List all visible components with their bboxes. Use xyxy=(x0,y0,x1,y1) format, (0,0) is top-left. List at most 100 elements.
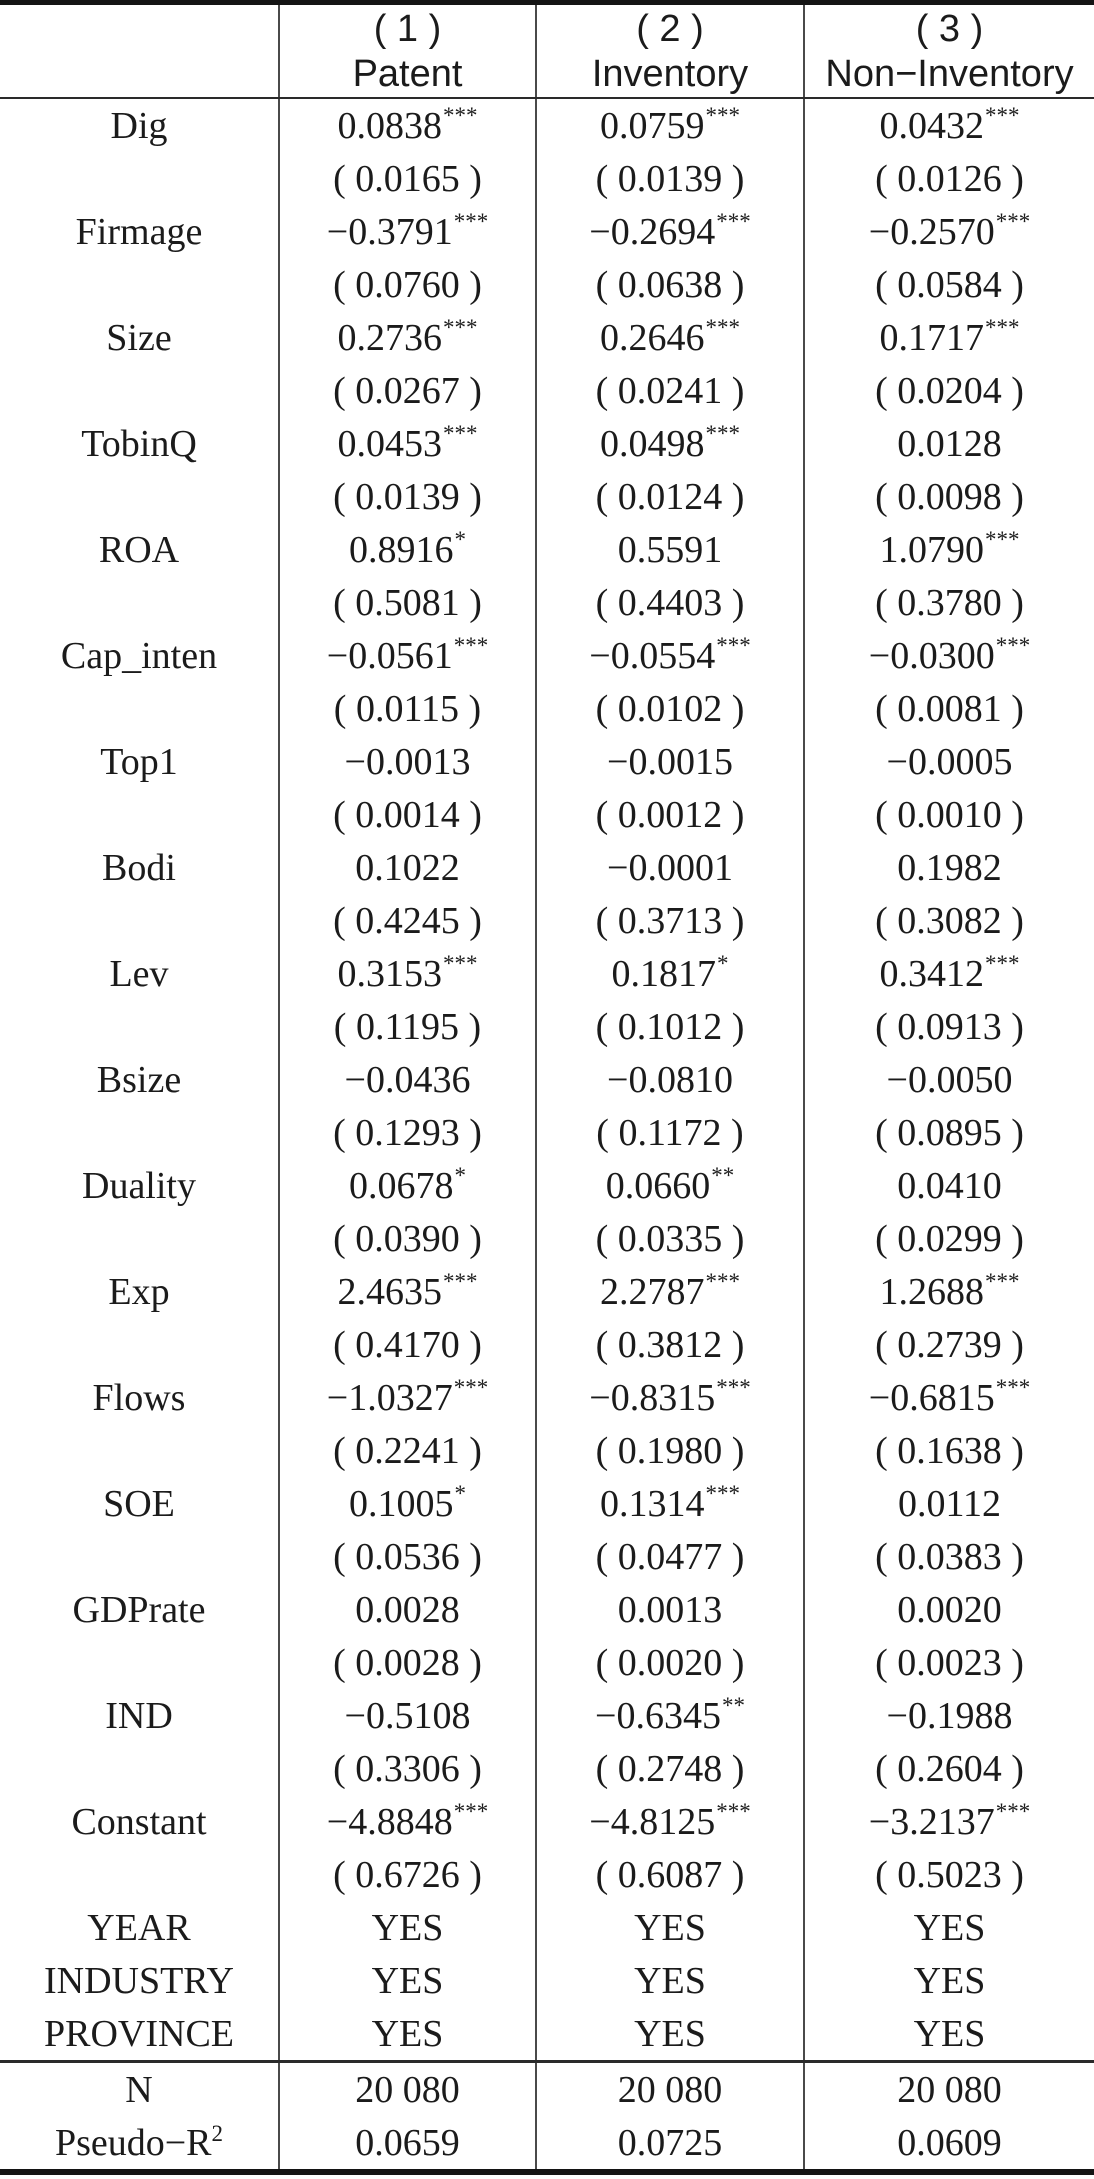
significance-stars: *** xyxy=(985,526,1020,552)
coefficient-cell: −0.0005 xyxy=(803,735,1094,788)
significance-stars: * xyxy=(454,526,467,552)
coefficient-row: Exp 2.4635*** 2.2787*** 1.2688*** xyxy=(0,1265,1094,1318)
standard-error-cell: ( 0.0913 ) xyxy=(803,1000,1094,1053)
statistic-cell: 20 080 xyxy=(278,2060,536,2116)
variable-label: Lev xyxy=(109,952,169,995)
standard-error-cell: ( 0.5023 ) xyxy=(803,1848,1094,1901)
coefficient-row: Firmage −0.3791*** −0.2694*** −0.2570*** xyxy=(0,205,1094,258)
coefficient-cell: 0.0013 xyxy=(535,1583,804,1636)
stub-header-cell xyxy=(0,2,279,99)
coefficient-cell: −0.0436 xyxy=(278,1053,536,1106)
significance-stars: *** xyxy=(716,632,751,658)
fixed-effect-label: YEAR xyxy=(87,1906,191,1949)
header-row: ( 1 ) Patent ( 2 ) Inventory ( 3 ) Non−I… xyxy=(0,2,1094,99)
statistic-row: N 20 080 20 080 20 080 xyxy=(0,2060,1094,2116)
variable-label-empty xyxy=(0,1742,279,1795)
variable-label: Dig xyxy=(110,104,168,147)
standard-error-cell: ( 0.1980 ) xyxy=(535,1424,804,1477)
variable-label-empty xyxy=(0,470,279,523)
fixed-effect-cell: YES xyxy=(535,2007,804,2062)
fixed-effect-cell: YES xyxy=(803,1954,1094,2007)
standard-error-cell: ( 0.6087 ) xyxy=(535,1848,804,1901)
standard-error-cell: ( 0.1195 ) xyxy=(278,1000,536,1053)
column-number: ( 3 ) xyxy=(915,8,984,50)
coefficient-cell: 0.1005* xyxy=(278,1477,536,1530)
coefficient-cell: 0.1817* xyxy=(535,947,804,1000)
fixed-effect-cell: YES xyxy=(278,2007,536,2062)
coefficient-cell: −0.1988 xyxy=(803,1689,1094,1742)
standard-error-cell: ( 0.0241 ) xyxy=(535,364,804,417)
column-label: Patent xyxy=(352,53,463,95)
variable-label-empty xyxy=(0,894,279,947)
coefficient-row: Bodi 0.1022 −0.0001 0.1982 xyxy=(0,841,1094,894)
standard-error-cell: ( 0.2748 ) xyxy=(535,1742,804,1795)
coefficient-cell: −0.5108 xyxy=(278,1689,536,1742)
standard-error-cell: ( 0.0014 ) xyxy=(278,788,536,841)
significance-stars: *** xyxy=(995,1374,1031,1400)
fixed-effect-row: INDUSTRY YES YES YES xyxy=(0,1954,1094,2007)
coefficient-row: Cap_inten −0.0561*** −0.0554*** −0.0300*** xyxy=(0,629,1094,682)
standard-error-cell: ( 0.0010 ) xyxy=(803,788,1094,841)
column-number: ( 2 ) xyxy=(636,8,704,50)
standard-error-cell: ( 0.0335 ) xyxy=(535,1212,804,1265)
variable-label-empty xyxy=(0,788,279,841)
statistic-cell: 0.0725 xyxy=(535,2116,804,2172)
standard-error-cell: ( 0.2739 ) xyxy=(803,1318,1094,1371)
coefficient-row: Lev 0.3153*** 0.1817* 0.3412*** xyxy=(0,947,1094,1000)
standard-error-cell: ( 0.2604 ) xyxy=(803,1742,1094,1795)
coefficient-cell: 0.0410 xyxy=(803,1159,1094,1212)
significance-stars: *** xyxy=(995,1798,1031,1824)
fixed-effect-cell: YES xyxy=(535,1901,804,1954)
variable-label: Flows xyxy=(92,1376,186,1419)
standard-error-cell: ( 0.0139 ) xyxy=(535,152,804,205)
standard-error-row: ( 0.0760 )( 0.0638 )( 0.0584 ) xyxy=(0,258,1094,311)
standard-error-cell: ( 0.1638 ) xyxy=(803,1424,1094,1477)
coefficient-cell: 0.0660** xyxy=(535,1159,804,1212)
coefficient-cell: −0.6815*** xyxy=(803,1371,1094,1424)
coefficient-cell: −3.2137*** xyxy=(803,1795,1094,1848)
statistic-cell: 0.0609 xyxy=(803,2116,1094,2172)
standard-error-cell: ( 0.6726 ) xyxy=(278,1848,536,1901)
significance-stars: *** xyxy=(705,1480,741,1506)
significance-stars: ** xyxy=(721,1692,745,1718)
standard-error-row: ( 0.0165 )( 0.0139 )( 0.0126 ) xyxy=(0,152,1094,205)
significance-stars: *** xyxy=(716,1798,751,1824)
significance-stars: *** xyxy=(716,208,751,234)
variable-label: Constant xyxy=(71,1800,207,1843)
variable-label-empty xyxy=(0,152,279,205)
standard-error-cell: ( 0.2241 ) xyxy=(278,1424,536,1477)
significance-stars: *** xyxy=(995,632,1031,658)
coefficient-row: SOE 0.1005* 0.1314*** 0.0112 xyxy=(0,1477,1094,1530)
statistic-label: N xyxy=(0,2060,279,2116)
coefficient-cell: −0.2694*** xyxy=(535,205,804,258)
significance-stars: *** xyxy=(985,102,1020,128)
significance-stars: *** xyxy=(443,314,478,340)
significance-stars: * xyxy=(717,950,729,976)
standard-error-row: ( 0.0028 )( 0.0020 )( 0.0023 ) xyxy=(0,1636,1094,1689)
coefficient-cell: 0.0759*** xyxy=(535,98,804,152)
coefficient-row: Top1 −0.0013 −0.0015 −0.0005 xyxy=(0,735,1094,788)
standard-error-cell: ( 0.0020 ) xyxy=(535,1636,804,1689)
standard-error-cell: ( 0.1172 ) xyxy=(535,1106,804,1159)
coefficient-cell: 0.2736*** xyxy=(278,311,536,364)
variable-label: GDPrate xyxy=(72,1588,206,1631)
coefficient-row: Duality 0.0678* 0.0660** 0.0410 xyxy=(0,1159,1094,1212)
standard-error-cell: ( 0.4245 ) xyxy=(278,894,536,947)
standard-error-cell: ( 0.0126 ) xyxy=(803,152,1094,205)
coefficient-row: ROA 0.8916* 0.5591 1.0790*** xyxy=(0,523,1094,576)
statistic-cell: 0.0659 xyxy=(278,2116,536,2172)
coefficient-cell: 1.2688*** xyxy=(803,1265,1094,1318)
fixed-effect-cell: YES xyxy=(803,2007,1094,2062)
coefficient-cell: 2.4635*** xyxy=(278,1265,536,1318)
coefficient-row: GDPrate 0.0028 0.0013 0.0020 xyxy=(0,1583,1094,1636)
coefficient-cell: 0.0453*** xyxy=(278,417,536,470)
standard-error-cell: ( 0.0638 ) xyxy=(535,258,804,311)
standard-error-row: ( 0.6726 )( 0.6087 )( 0.5023 ) xyxy=(0,1848,1094,1901)
variable-label: ROA xyxy=(98,528,180,571)
variable-label: Cap_inten xyxy=(60,634,218,677)
statistic-cell: 20 080 xyxy=(535,2060,804,2116)
variable-label: TobinQ xyxy=(81,422,197,465)
variable-label-empty xyxy=(0,1212,279,1265)
significance-stars: *** xyxy=(985,1268,1020,1294)
